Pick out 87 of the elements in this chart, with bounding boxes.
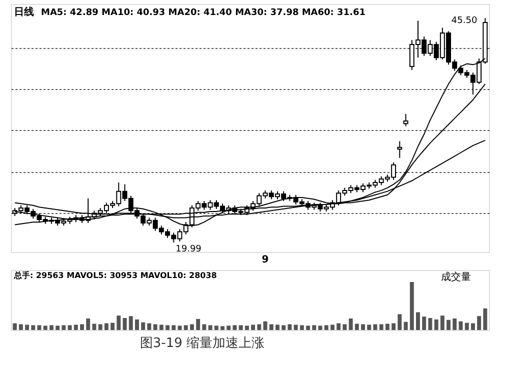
bar bbox=[398, 314, 402, 330]
bar bbox=[464, 322, 469, 330]
bar bbox=[410, 282, 414, 330]
chart-title: 总手: 29563 MAVOL5: 30953 MAVOL10: 28038 bbox=[13, 271, 218, 280]
bar bbox=[184, 325, 188, 330]
bar bbox=[92, 324, 96, 330]
candlestick bbox=[403, 113, 408, 127]
bar bbox=[422, 316, 426, 330]
bar bbox=[190, 324, 194, 330]
bar bbox=[135, 319, 139, 330]
bar bbox=[294, 324, 298, 330]
bar bbox=[159, 324, 164, 330]
bar bbox=[276, 324, 280, 330]
bar bbox=[214, 326, 218, 330]
text: MA5: 42.89 MA10: 40.93 MA20: 41.40 MA30: 37.98 MA60: 31.61 bbox=[41, 8, 366, 18]
bar bbox=[330, 324, 334, 330]
bar bbox=[257, 324, 262, 330]
x-tick-label: 9 bbox=[262, 254, 269, 266]
bar bbox=[477, 316, 482, 330]
bar bbox=[367, 324, 372, 330]
bar bbox=[56, 326, 60, 330]
bar bbox=[208, 325, 212, 330]
bar bbox=[269, 324, 274, 330]
bar bbox=[166, 325, 170, 330]
bar bbox=[49, 325, 54, 330]
bar bbox=[62, 325, 66, 330]
bar bbox=[12, 323, 17, 330]
chart-title: 日线 bbox=[14, 6, 34, 18]
bar bbox=[141, 322, 146, 330]
bar bbox=[153, 324, 158, 330]
bar bbox=[110, 322, 115, 330]
bar bbox=[470, 323, 475, 330]
bar bbox=[483, 308, 488, 330]
bar bbox=[282, 325, 286, 330]
bar bbox=[416, 312, 420, 330]
bar bbox=[452, 318, 457, 330]
bar bbox=[336, 323, 341, 330]
bar bbox=[80, 324, 84, 330]
bar bbox=[385, 324, 390, 330]
bar bbox=[25, 324, 30, 330]
bar bbox=[122, 318, 127, 330]
bar bbox=[306, 326, 310, 330]
bar bbox=[128, 316, 133, 330]
bar bbox=[312, 325, 316, 330]
bar bbox=[86, 318, 90, 330]
bar bbox=[172, 325, 176, 330]
bar bbox=[379, 324, 384, 330]
caption: 图3-19 缩量加速上涨 bbox=[140, 336, 265, 351]
bar bbox=[361, 324, 365, 330]
bar bbox=[342, 324, 347, 330]
bar bbox=[318, 326, 322, 330]
bar bbox=[178, 326, 182, 330]
bar bbox=[373, 324, 378, 330]
bar bbox=[68, 325, 72, 330]
bar bbox=[434, 319, 438, 330]
bar bbox=[196, 318, 200, 330]
bar bbox=[446, 320, 451, 330]
bar bbox=[251, 324, 256, 330]
bar bbox=[116, 316, 121, 330]
bar bbox=[354, 324, 359, 330]
bar bbox=[263, 321, 268, 330]
bar bbox=[324, 325, 328, 330]
candlestick bbox=[397, 140, 402, 158]
bar bbox=[37, 325, 42, 330]
annotation: 19.99 bbox=[176, 244, 202, 254]
bar bbox=[232, 325, 237, 330]
bar bbox=[244, 326, 249, 330]
bar bbox=[300, 325, 304, 330]
bar bbox=[74, 324, 78, 330]
bar bbox=[440, 316, 444, 330]
bar bbox=[288, 324, 292, 330]
bar bbox=[404, 322, 408, 330]
bar bbox=[147, 323, 152, 330]
bar bbox=[220, 326, 224, 330]
bar bbox=[31, 325, 36, 330]
bar bbox=[98, 324, 102, 330]
annotation: 45.50 bbox=[451, 16, 478, 26]
bar bbox=[428, 318, 432, 330]
bar bbox=[18, 324, 23, 330]
bar bbox=[104, 323, 108, 330]
bar bbox=[238, 325, 243, 330]
annotation: 成交量 bbox=[441, 271, 471, 283]
bar bbox=[348, 318, 353, 330]
bar bbox=[392, 323, 396, 330]
bar bbox=[43, 326, 48, 330]
bar bbox=[202, 324, 206, 330]
bar bbox=[226, 326, 231, 330]
